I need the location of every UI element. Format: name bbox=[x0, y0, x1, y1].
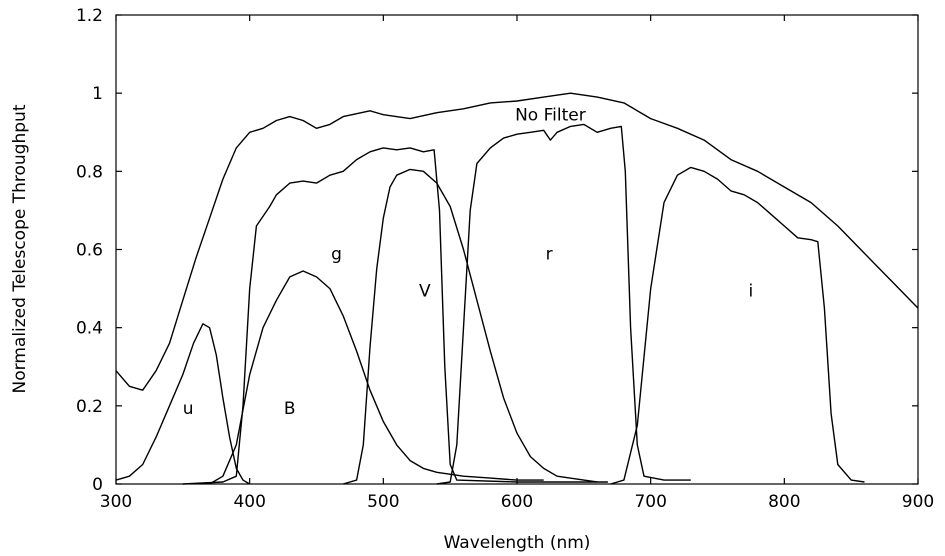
y-axis-title: Normalized Telescope Throughput bbox=[10, 104, 30, 393]
series-label-r: r bbox=[546, 244, 553, 264]
series-label-v: V bbox=[419, 282, 431, 302]
y-tick-label: 0 bbox=[92, 475, 103, 495]
series-line-v bbox=[343, 168, 598, 485]
y-tick-label: 0.4 bbox=[76, 319, 103, 339]
y-tick-label: 1 bbox=[92, 84, 103, 104]
x-tick-label: 900 bbox=[902, 492, 934, 512]
plot-frame bbox=[115, 14, 919, 485]
series-line-i bbox=[610, 166, 865, 485]
axis-tick-labels: 300 400 500 600 700 800 900 0 0.2 0.4 0.6 0.8 1 1.2 bbox=[76, 6, 934, 512]
x-tick-label: 500 bbox=[367, 492, 399, 512]
series-label-b: B bbox=[284, 399, 296, 419]
series-line-r bbox=[436, 123, 691, 485]
series-label-no-filter: No Filter bbox=[515, 106, 586, 126]
series-label-g: g bbox=[331, 244, 342, 264]
series-label-i: i bbox=[749, 282, 754, 302]
series-line-b bbox=[209, 270, 544, 485]
series-line-no-filter bbox=[115, 92, 919, 391]
series-curves bbox=[115, 92, 919, 485]
axis-ticks bbox=[115, 14, 919, 485]
x-axis-title: Wavelength (nm) bbox=[444, 533, 591, 553]
x-tick-label: 600 bbox=[501, 492, 533, 512]
x-tick-label: 400 bbox=[233, 492, 265, 512]
y-tick-label: 0.2 bbox=[76, 397, 103, 417]
y-tick-label: 0.8 bbox=[76, 162, 103, 182]
series-line-g bbox=[182, 147, 608, 485]
x-tick-label: 700 bbox=[634, 492, 666, 512]
x-tick-label: 800 bbox=[768, 492, 800, 512]
series-line-u bbox=[115, 323, 251, 485]
series-label-u: u bbox=[183, 399, 194, 419]
y-tick-label: 0.6 bbox=[76, 241, 103, 261]
series-labels: No Filter u Bg Vr i bbox=[183, 106, 753, 419]
y-tick-label: 1.2 bbox=[76, 6, 103, 26]
x-tick-label: 300 bbox=[100, 492, 132, 512]
